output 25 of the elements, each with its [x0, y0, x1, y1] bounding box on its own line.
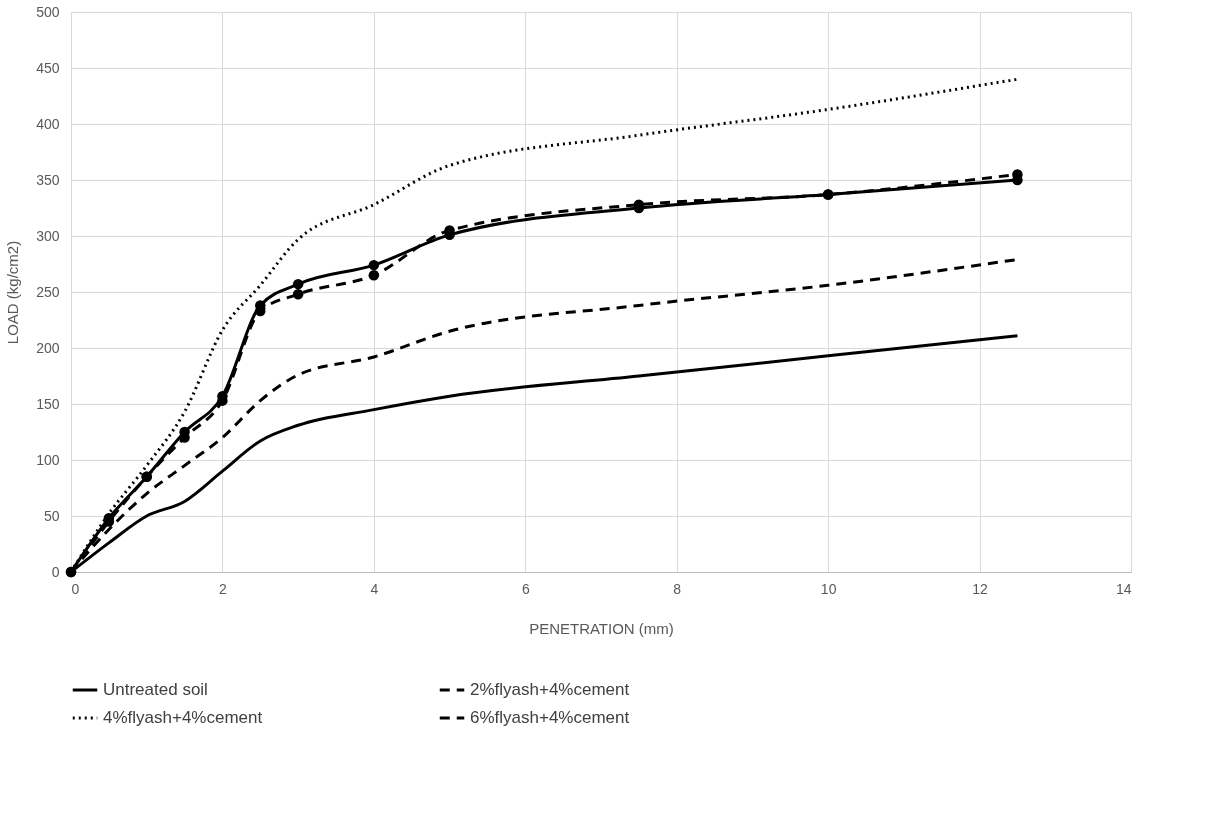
y-tick-label: 50 [43, 507, 60, 524]
y-tick-label: 150 [36, 395, 60, 412]
y-tick-label: 250 [36, 283, 60, 300]
x-tick-label: 12 [972, 580, 989, 597]
y-tick-label: 350 [36, 171, 60, 188]
y-tick-label: 300 [36, 227, 60, 244]
x-tick-label: 14 [1115, 580, 1132, 597]
x-tick-label: 0 [71, 580, 80, 597]
y-axis-title: LOAD (kg/cm2) [4, 240, 22, 345]
x-axis-title: PENETRATION (mm) [529, 619, 674, 637]
x-tick-label: 8 [673, 580, 682, 597]
y-tick-label: 500 [36, 3, 60, 20]
legend-label: 6%flyash+4%cement [470, 708, 630, 727]
y-tick-label: 450 [36, 59, 60, 76]
legend-label: 2%flyash+4%cement [470, 680, 630, 699]
y-tick-label: 200 [36, 339, 60, 356]
x-tick-label: 2 [219, 580, 228, 597]
x-tick-label: 10 [820, 580, 837, 597]
y-tick-label: 100 [36, 451, 60, 468]
x-tick-label: 4 [370, 580, 379, 597]
y-tick-label: 400 [36, 115, 60, 132]
x-tick-label: 6 [521, 580, 530, 597]
y-tick-label: 0 [51, 563, 60, 580]
legend-label: 4%flyash+4%cement [103, 708, 263, 727]
legend-label: Untreated soil [103, 680, 208, 699]
